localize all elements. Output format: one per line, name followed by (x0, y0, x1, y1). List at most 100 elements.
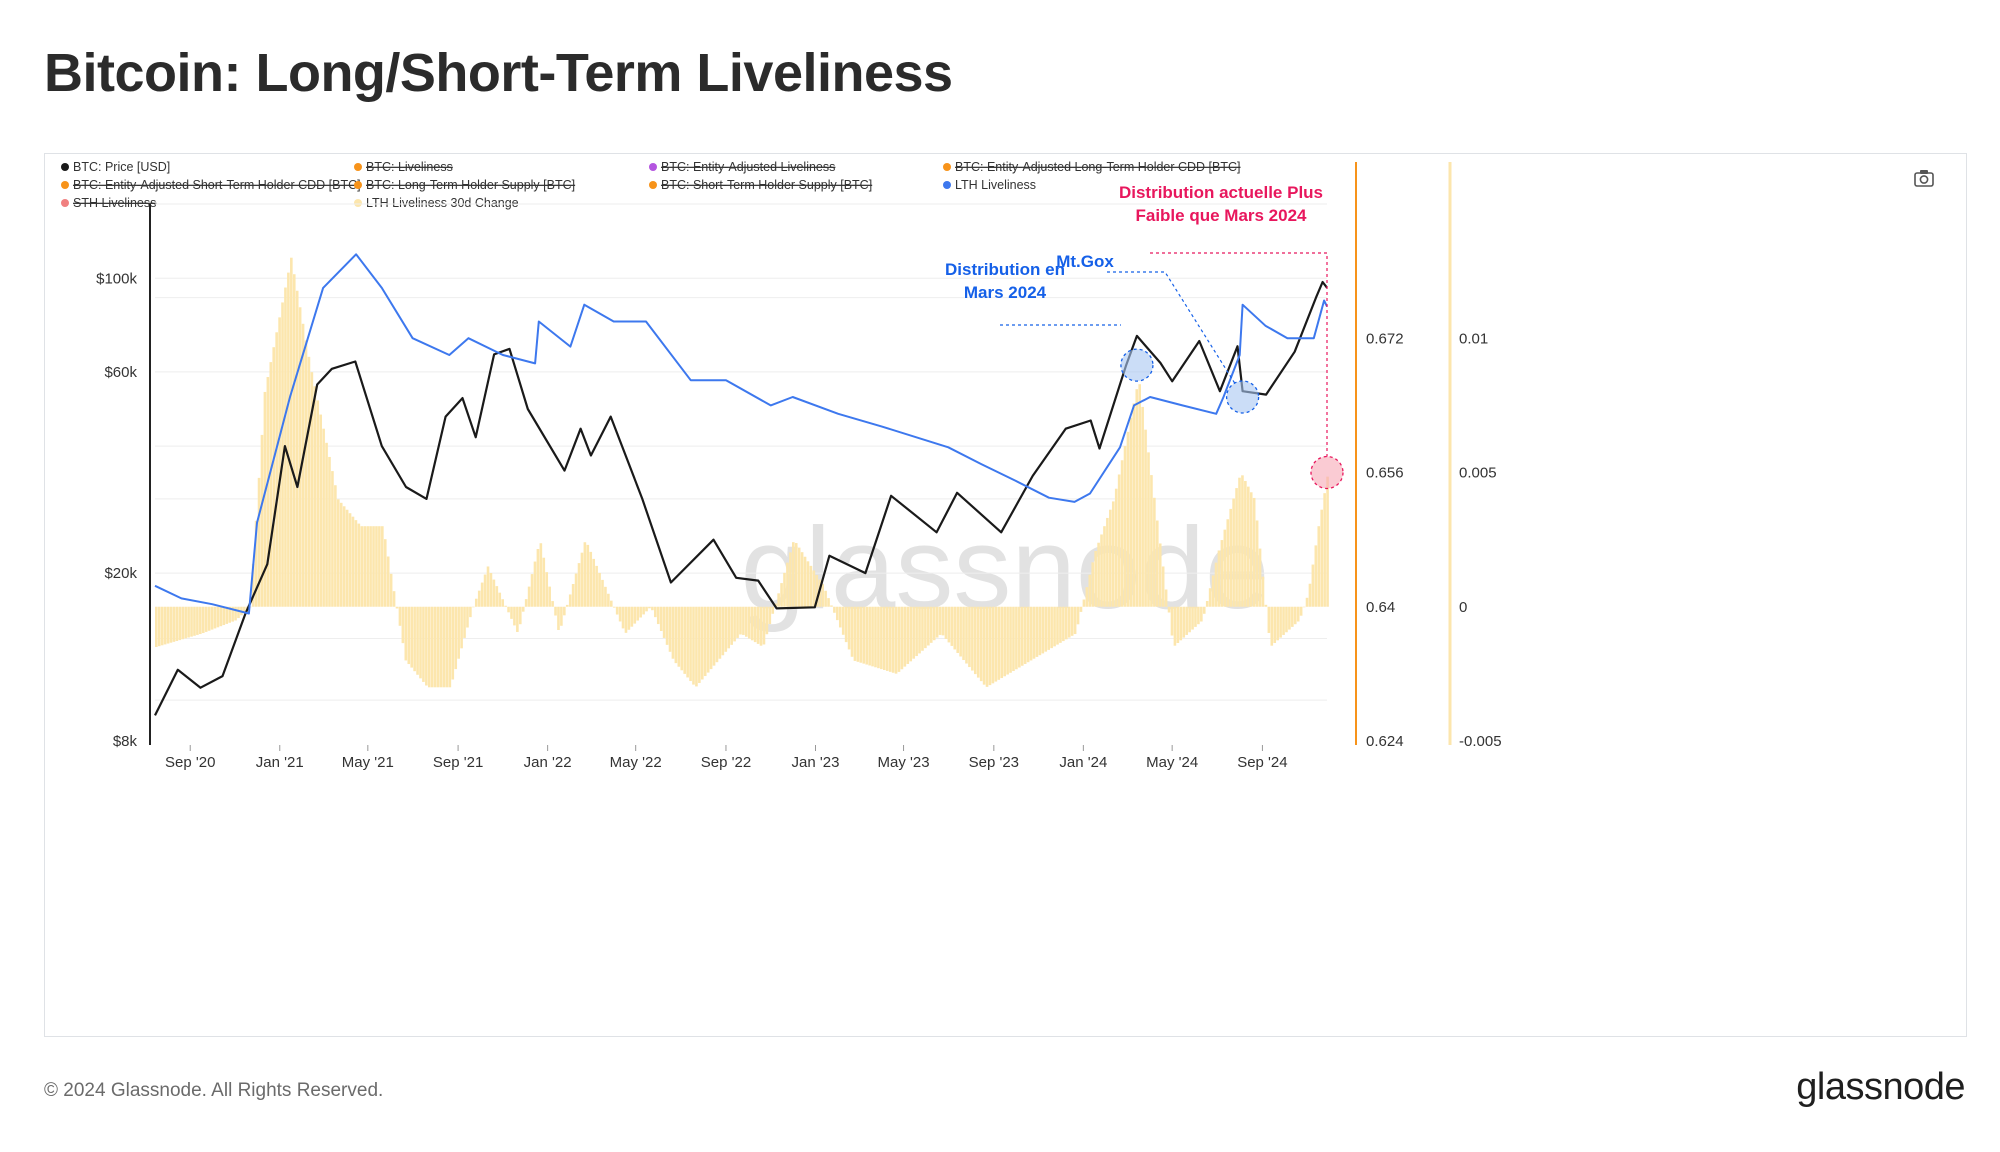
change-bar (1211, 575, 1215, 607)
change-bar (909, 606, 913, 662)
change-bar (783, 572, 786, 607)
change-bar (187, 606, 190, 638)
change-bar (703, 606, 707, 677)
change-bar (683, 606, 686, 674)
change-bar (833, 606, 836, 613)
legend-item-btc-entity-adjusted-short-term-holder-cdd-btc[interactable]: BTC: Entity-Adjusted Short-Term Holder C… (61, 178, 361, 192)
change-bar (266, 377, 270, 607)
change-bar (727, 606, 731, 649)
annotation-text: Mars 2024 (964, 283, 1047, 302)
change-bar (307, 356, 311, 607)
change-bar (677, 606, 681, 667)
chart-legend[interactable]: BTC: Price [USD] BTC: Liveliness BTC: Enti… (61, 160, 1241, 210)
x-tick-label: Sep '20 (165, 754, 215, 771)
change-bar (642, 606, 645, 615)
change-bar (1267, 606, 1271, 633)
legend-item-btc-entity-adjusted-liveliness[interactable]: BTC: Entity-Adjusted Liveliness (649, 160, 835, 174)
change-bar (404, 606, 408, 661)
annotation-leader (1107, 271, 1236, 384)
change-bar (971, 606, 974, 671)
change-bar (298, 307, 302, 607)
change-bar (527, 586, 531, 607)
change-bar (1138, 384, 1141, 607)
change-bar (219, 606, 223, 627)
change-bar (1000, 606, 1004, 679)
change-bar (169, 606, 173, 643)
change-bar (885, 606, 889, 671)
change-bar (941, 606, 945, 636)
change-bar (386, 556, 390, 607)
change-bar (612, 606, 616, 608)
change-bar (1273, 606, 1277, 643)
change-bar (454, 606, 458, 670)
chart-tick-labels: Sep '20 Jan '21 May '21 Sep '21 Jan '22 May '… (96, 270, 1501, 771)
change-bar (313, 386, 317, 607)
change-bar (339, 502, 343, 607)
camera-icon[interactable] (1914, 170, 1934, 187)
change-bar (422, 606, 425, 682)
change-bar (1317, 526, 1321, 607)
annotation-text: Mt.Gox (1056, 252, 1114, 271)
change-bar (354, 520, 358, 607)
change-bar (1109, 509, 1112, 607)
legend-item-btc-short-term-holder-supply-btc[interactable]: BTC: Short-Term Holder Supply [BTC] (649, 178, 872, 192)
change-bar (639, 606, 642, 618)
change-bar (965, 606, 968, 664)
legend-item-btc-liveliness[interactable]: BTC: Liveliness (354, 160, 453, 174)
change-bar (416, 606, 419, 675)
change-bar (871, 606, 874, 667)
change-bar (1103, 526, 1106, 607)
change-bar (1035, 606, 1039, 657)
x-tick-label: Sep '21 (433, 754, 483, 771)
y-right-tick-label: 0.64 (1366, 599, 1395, 616)
change-bar (880, 606, 883, 670)
chart-axes (149, 162, 1452, 745)
legend-item-btc-price-usd[interactable]: BTC: Price [USD] (61, 160, 170, 174)
legend-item-sth-liveliness[interactable]: STH Liveliness (61, 196, 156, 210)
change-bar (607, 593, 610, 607)
change-bar (615, 606, 619, 615)
change-bar (1065, 606, 1068, 640)
change-bar (1067, 606, 1071, 638)
legend-marker (61, 181, 69, 189)
change-bar (777, 593, 780, 607)
legend-item-lth-liveliness-30d-change[interactable]: LTH Liveliness 30d Change (354, 196, 519, 210)
change-bar (692, 606, 695, 685)
change-bar (369, 526, 372, 607)
change-bar (510, 606, 513, 619)
change-bar (959, 606, 962, 657)
legend-label: LTH Liveliness (955, 178, 1036, 192)
legend-item-lth-liveliness[interactable]: LTH Liveliness (943, 178, 1036, 192)
change-bar (557, 606, 560, 630)
legend-item-btc-entity-adjusted-long-term-holder-cdd-btc[interactable]: BTC: Entity-Adjusted Long-Term Holder CD… (943, 160, 1241, 174)
change-bar (592, 558, 595, 607)
chart-series-lines (154, 253, 1328, 716)
change-bar (196, 606, 199, 635)
chart-canvas[interactable]: BTC: Price [USD] BTC: Liveliness BTC: Enti… (45, 154, 1966, 1036)
change-bar (1059, 606, 1062, 643)
change-bar (1258, 548, 1262, 607)
change-bar (254, 520, 258, 607)
change-bar (633, 606, 637, 624)
change-bar (1205, 600, 1209, 607)
change-bar (780, 583, 783, 607)
change-bar (401, 606, 405, 644)
change-bar (442, 606, 446, 688)
change-bar (994, 606, 998, 682)
change-bar (1188, 606, 1191, 633)
change-bar (601, 579, 604, 607)
change-bar (850, 606, 854, 657)
legend-item-btc-long-term-holder-supply-btc[interactable]: BTC: Long-Term Holder Supply [BTC] (354, 178, 575, 192)
change-bar (1223, 529, 1227, 607)
change-bar (231, 606, 234, 622)
change-bar (331, 471, 334, 607)
change-bar (257, 477, 261, 607)
change-bar (322, 428, 325, 607)
x-tick-label: Jan '21 (256, 754, 304, 771)
footer-logo[interactable]: glassnode (1796, 1066, 1965, 1108)
change-bar (155, 606, 158, 648)
change-bar (1244, 480, 1247, 607)
change-bar (1041, 606, 1045, 654)
change-bar (216, 606, 220, 628)
change-bar (1141, 406, 1144, 607)
